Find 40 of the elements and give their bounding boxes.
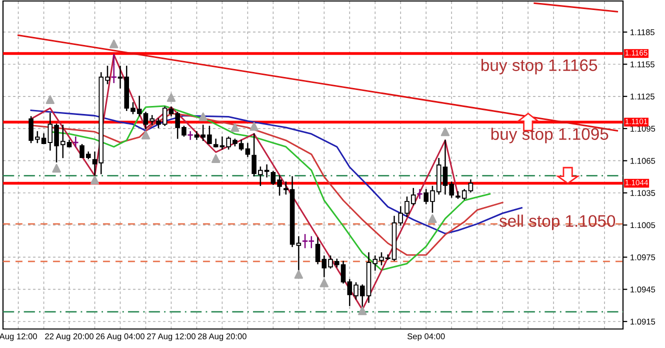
y-tick-label: 1.1005	[630, 222, 656, 228]
y-tick-label: 1.1155	[630, 62, 654, 68]
point	[52, 164, 61, 173]
point	[46, 95, 55, 104]
candlestick	[468, 179, 474, 192]
point	[230, 123, 240, 132]
point	[141, 130, 150, 140]
point	[198, 112, 208, 122]
x-tick-label: Sep 04:00	[407, 333, 445, 341]
point	[294, 270, 304, 279]
candlestick	[73, 136, 78, 148]
y-tick-label: 1.1185	[630, 29, 654, 36]
candlestick	[111, 54, 116, 84]
point	[211, 154, 220, 163]
point	[320, 278, 329, 288]
y-tick-label: 1.1065	[630, 158, 656, 164]
candlestick	[188, 131, 193, 140]
point	[358, 306, 367, 316]
candlestick	[296, 236, 302, 271]
x-tick-label: 22 Aug 20:00	[45, 333, 94, 341]
point	[110, 40, 118, 48]
point	[250, 122, 258, 131]
y-tick-label: 1.0915	[630, 318, 656, 325]
x-tick-label: 26 Aug 04:00	[96, 333, 144, 341]
candlestick	[245, 142, 250, 158]
point	[90, 176, 100, 184]
y-tick-label: 1.1035	[630, 190, 656, 196]
point	[440, 127, 450, 136]
annotation: buy stop 1.1165	[481, 58, 598, 74]
x-tick-label: 27 Aug 12:00	[147, 333, 196, 341]
annotation: buy stop 1.1095	[491, 128, 608, 144]
line-series	[30, 110, 522, 234]
y-tick-label: 1.0975	[630, 254, 656, 260]
y-tick-label: 1.0945	[630, 286, 656, 292]
point	[166, 93, 176, 102]
y-tick-label: 1.1125	[630, 94, 654, 100]
point	[428, 214, 437, 223]
candlestick	[417, 189, 422, 199]
candlestick	[315, 237, 320, 264]
x-tick-label: 28 Aug 20:00	[198, 333, 246, 341]
